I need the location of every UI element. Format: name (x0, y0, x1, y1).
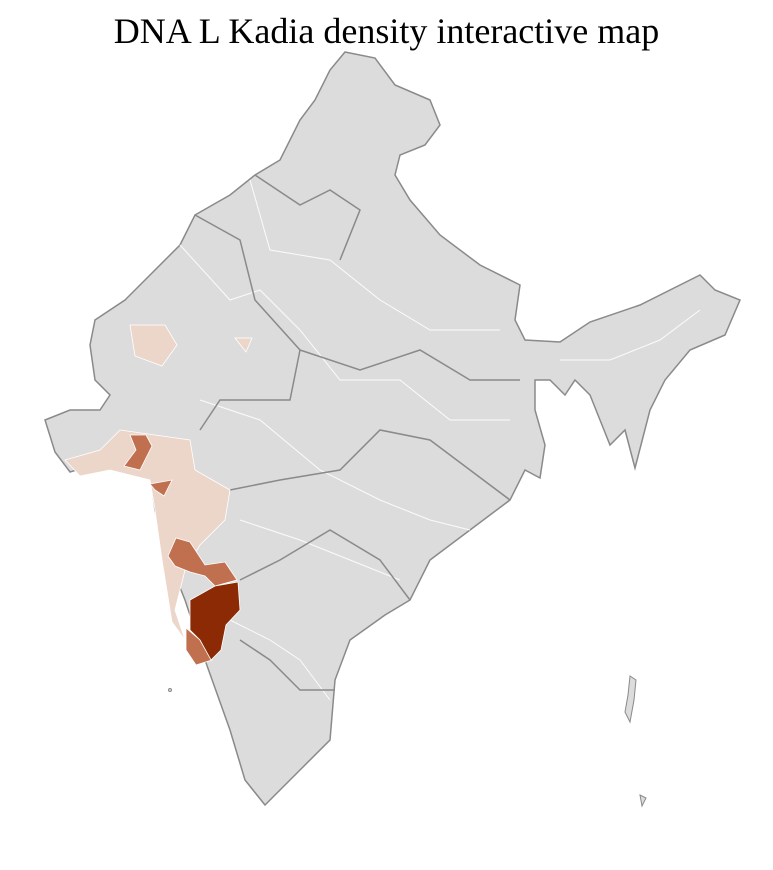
nicobar-islands[interactable] (639, 794, 647, 808)
region-low-rajasthan[interactable] (129, 324, 178, 367)
district-boundary (229, 619, 331, 701)
region-medium-maharashtra[interactable] (167, 537, 238, 587)
region-medium-gujarat-south[interactable] (149, 479, 173, 497)
district-boundary (179, 244, 510, 421)
region-high-karnataka[interactable] (189, 581, 241, 661)
district-boundary (239, 519, 401, 581)
region-low-rajasthan-east[interactable] (234, 337, 253, 353)
district-boundary (560, 309, 701, 361)
state-boundary (299, 349, 520, 381)
region-low-gujarat-maharashtra[interactable] (64, 429, 231, 641)
state-boundary (239, 529, 411, 601)
state-boundary (254, 174, 361, 261)
lakshadweep-islands[interactable] (168, 688, 172, 692)
map-title: DNA L Kadia density interactive map (113, 11, 660, 51)
district-boundary (199, 399, 471, 531)
state-boundary (229, 429, 511, 501)
region-medium-gujarat[interactable] (123, 434, 153, 471)
india-outline[interactable] (44, 51, 741, 807)
district-boundary (249, 179, 500, 331)
andaman-islands[interactable] (624, 675, 637, 724)
state-boundary (239, 639, 335, 691)
